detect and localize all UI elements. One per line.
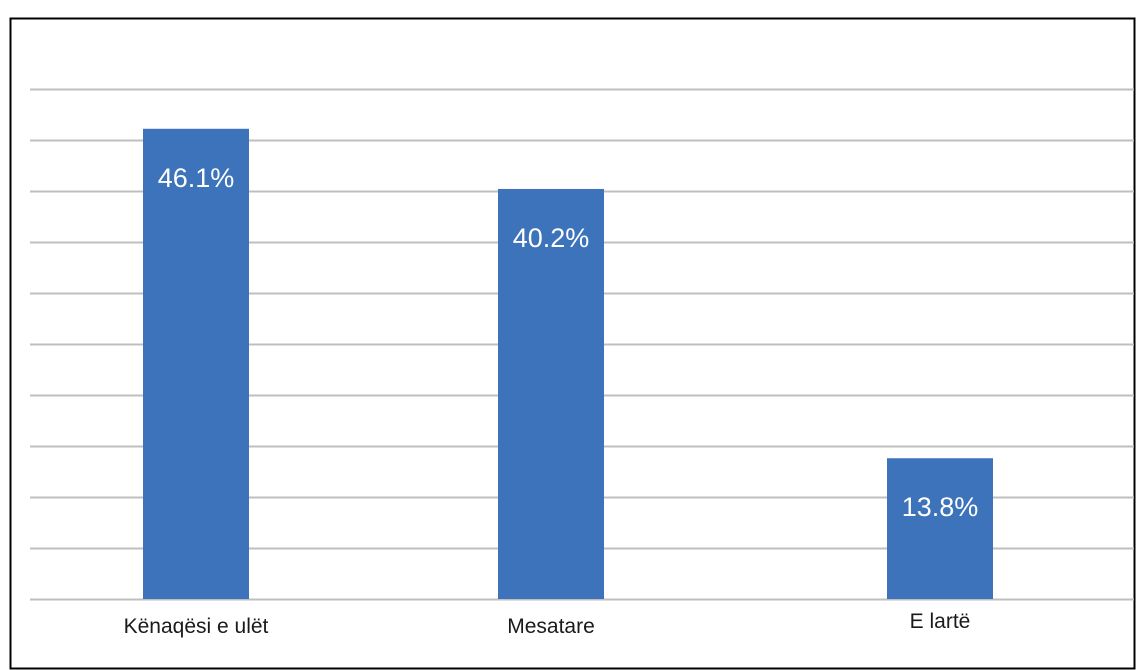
category-label: E lartë <box>910 610 971 633</box>
data-label: 40.2% <box>513 223 590 253</box>
bars <box>143 128 993 599</box>
bar <box>887 458 993 599</box>
bar <box>498 188 604 599</box>
data-label: 46.1% <box>158 163 235 193</box>
labels: 46.1% Kënaqësi e ulët 40.2% Mesatare 13.8% E … <box>124 163 979 638</box>
bar <box>143 128 249 599</box>
category-label: Kënaqësi e ulët <box>124 615 269 638</box>
data-label: 13.8% <box>902 492 979 522</box>
category-label: Mesatare <box>507 615 595 638</box>
